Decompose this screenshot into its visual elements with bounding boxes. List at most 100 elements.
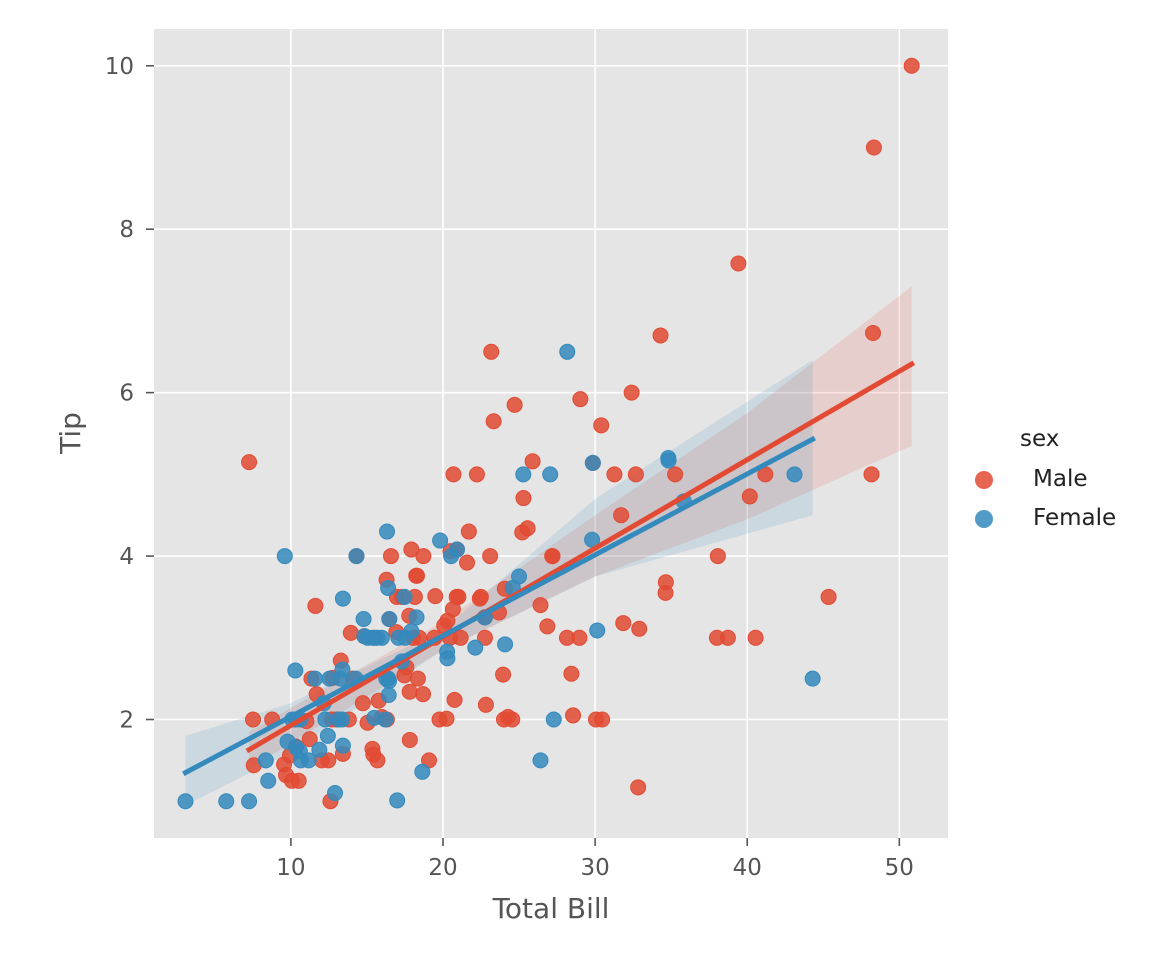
y-tick-label: 10 xyxy=(105,54,134,80)
point-male xyxy=(524,453,541,470)
point-male xyxy=(401,683,418,700)
point-male xyxy=(631,620,648,637)
point-female xyxy=(545,711,562,728)
point-male xyxy=(709,548,726,565)
point-female xyxy=(355,610,372,627)
point-female xyxy=(515,466,532,483)
point-female xyxy=(319,727,336,744)
point-male xyxy=(504,711,521,728)
point-male xyxy=(438,710,455,727)
point-female xyxy=(584,454,601,471)
point-female xyxy=(467,639,484,656)
point-female xyxy=(373,629,390,646)
point-male xyxy=(563,665,580,682)
point-male xyxy=(468,466,485,483)
x-tick-label: 50 xyxy=(885,855,914,881)
point-male xyxy=(483,343,500,360)
fit-line-male xyxy=(245,360,916,754)
point-male xyxy=(382,548,399,565)
point-male xyxy=(652,327,669,344)
point-female xyxy=(532,752,549,769)
point-female xyxy=(589,622,606,639)
point-male xyxy=(627,466,644,483)
point-female xyxy=(511,568,528,585)
point-male xyxy=(409,670,426,687)
legend-marker-female xyxy=(975,510,993,528)
point-male xyxy=(408,567,425,584)
y-tick-label: 2 xyxy=(119,708,134,734)
x-tick-label: 30 xyxy=(580,855,609,881)
point-female xyxy=(786,466,803,483)
point-female xyxy=(389,792,406,809)
point-male xyxy=(719,629,736,646)
point-female xyxy=(660,452,677,469)
point-female xyxy=(276,548,293,565)
point-male xyxy=(452,629,469,646)
point-male xyxy=(572,391,589,408)
point-male xyxy=(450,588,467,605)
y-tick-label: 4 xyxy=(119,544,134,570)
point-female xyxy=(366,709,383,726)
point-male xyxy=(369,752,386,769)
axis-ticks: 10 20 30 40 50 2 4 6 8 10 xyxy=(105,54,914,881)
regression-lines xyxy=(182,360,916,777)
point-male xyxy=(485,413,502,430)
point-male xyxy=(472,588,489,605)
point-male xyxy=(477,696,494,713)
point-male xyxy=(415,548,432,565)
point-male xyxy=(865,139,882,156)
point-female xyxy=(241,793,258,810)
point-female xyxy=(379,523,396,540)
legend: sex Male Female xyxy=(975,426,1116,531)
point-male xyxy=(427,588,444,605)
point-female xyxy=(380,579,397,596)
point-male xyxy=(519,520,536,537)
point-male xyxy=(307,597,324,614)
x-tick-label: 10 xyxy=(276,855,305,881)
legend-label-female: Female xyxy=(1033,505,1116,531)
point-female xyxy=(288,739,305,756)
point-male xyxy=(606,466,623,483)
point-female xyxy=(381,673,398,690)
point-female xyxy=(396,588,413,605)
point-male xyxy=(532,597,549,614)
point-male xyxy=(495,666,512,683)
point-female xyxy=(497,636,514,653)
point-male xyxy=(459,554,476,571)
point-male xyxy=(476,629,493,646)
point-female xyxy=(381,610,398,627)
point-male xyxy=(565,707,582,724)
point-male xyxy=(482,548,499,565)
point-male xyxy=(290,772,307,789)
point-female xyxy=(260,772,277,789)
point-male xyxy=(445,466,462,483)
plot-background xyxy=(154,29,948,838)
legend-title: sex xyxy=(1020,426,1059,452)
point-female xyxy=(334,737,351,754)
point-female xyxy=(334,711,351,728)
point-male xyxy=(571,629,588,646)
point-female xyxy=(439,650,456,667)
point-male xyxy=(741,488,758,505)
point-male xyxy=(506,396,523,413)
scatter-points xyxy=(177,57,920,810)
point-female xyxy=(348,548,365,565)
point-male xyxy=(657,574,674,591)
point-male xyxy=(593,417,610,434)
point-male xyxy=(747,629,764,646)
point-male xyxy=(446,691,463,708)
point-male xyxy=(667,466,684,483)
point-male xyxy=(623,384,640,401)
point-female xyxy=(300,752,317,769)
legend-label-male: Male xyxy=(1033,466,1087,492)
point-female xyxy=(334,590,351,607)
fit-line-female xyxy=(182,435,817,777)
point-male xyxy=(539,618,556,635)
x-axis-label: Total Bill xyxy=(492,892,610,925)
point-female xyxy=(804,670,821,687)
point-female xyxy=(380,686,397,703)
point-female xyxy=(408,609,425,626)
point-female xyxy=(177,793,194,810)
y-tick-label: 8 xyxy=(119,217,134,243)
point-female xyxy=(327,785,344,802)
